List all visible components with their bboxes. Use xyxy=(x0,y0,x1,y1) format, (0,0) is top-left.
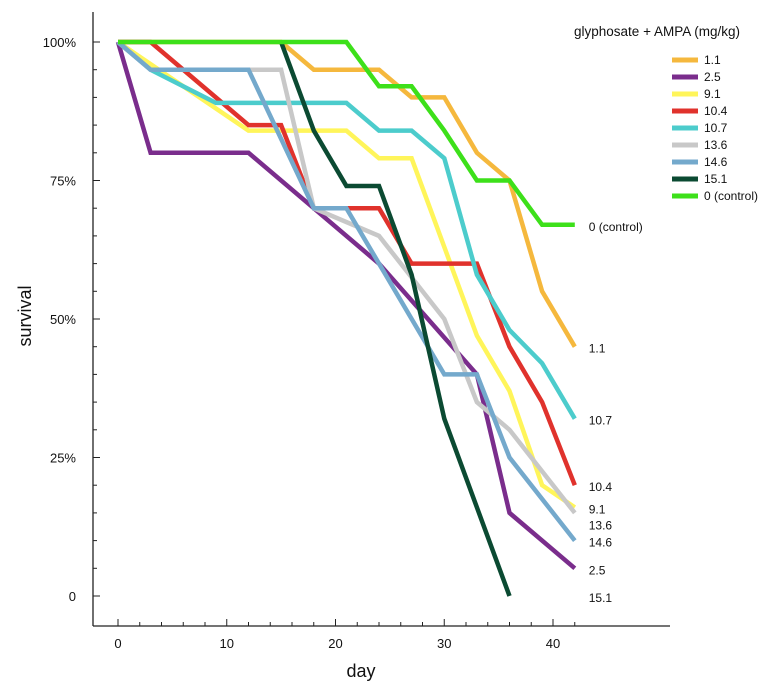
x-tick-label: 0 xyxy=(114,636,121,651)
legend-label-10-7: 10.7 xyxy=(704,121,728,135)
x-tick-label: 30 xyxy=(437,636,451,651)
x-tick-label: 10 xyxy=(220,636,234,651)
legend-label-9-1: 9.1 xyxy=(704,87,721,101)
series-line-1-1 xyxy=(118,39,577,348)
end-label-14-6: 14.6 xyxy=(589,536,613,550)
legend-label-0-control: 0 (control) xyxy=(704,189,758,203)
axes: 0 25% 50% 75% 100% 0 10 20 30 40 day survival xyxy=(15,12,670,681)
series-line-2-5 xyxy=(115,41,577,571)
y-tick-label: 25% xyxy=(50,451,76,466)
y-axis-title: survival xyxy=(15,285,35,346)
series-line-10-7 xyxy=(116,40,577,420)
series-line-14-6 xyxy=(116,40,577,542)
series-line-9-1 xyxy=(116,40,577,510)
legend-label-10-4: 10.4 xyxy=(704,104,728,118)
y-tick-label: 75% xyxy=(50,174,76,189)
y-tick-label: 0 xyxy=(69,589,76,604)
end-label-10-7: 10.7 xyxy=(589,414,613,428)
x-tick-label: 20 xyxy=(328,636,342,651)
x-axis-title: day xyxy=(346,661,375,681)
series-line-0-control xyxy=(118,39,575,228)
series-line-13-6 xyxy=(116,40,577,515)
legend-label-15-1: 15.1 xyxy=(704,172,728,186)
end-label-10-4: 10.4 xyxy=(589,480,613,494)
legend: glyphosate + AMPA (mg/kg) 1.1 2.5 9.1 10.4 10… xyxy=(574,24,758,203)
series-end-labels: 0 (control) 1.1 10.7 10.4 9.1 13.6 14.6 2.5 15.1 xyxy=(589,220,643,605)
y-tick-label: 100% xyxy=(43,35,77,50)
legend-label-1-1: 1.1 xyxy=(704,53,721,67)
legend-label-14-6: 14.6 xyxy=(704,155,728,169)
legend-label-13-6: 13.6 xyxy=(704,138,728,152)
end-label-9-1: 9.1 xyxy=(589,502,606,516)
end-label-0-control: 0 (control) xyxy=(589,220,643,234)
x-tick-label: 40 xyxy=(546,636,560,651)
end-label-13-6: 13.6 xyxy=(589,518,613,532)
legend-title: glyphosate + AMPA (mg/kg) xyxy=(574,24,740,39)
end-label-1-1: 1.1 xyxy=(589,342,606,356)
end-label-15-1: 15.1 xyxy=(589,591,613,605)
series-lines xyxy=(115,39,577,597)
series-line-10-4 xyxy=(118,39,577,487)
y-tick-label: 50% xyxy=(50,312,76,327)
end-label-2-5: 2.5 xyxy=(589,563,606,577)
legend-label-2-5: 2.5 xyxy=(704,70,721,84)
series-line-15-1 xyxy=(278,41,512,597)
